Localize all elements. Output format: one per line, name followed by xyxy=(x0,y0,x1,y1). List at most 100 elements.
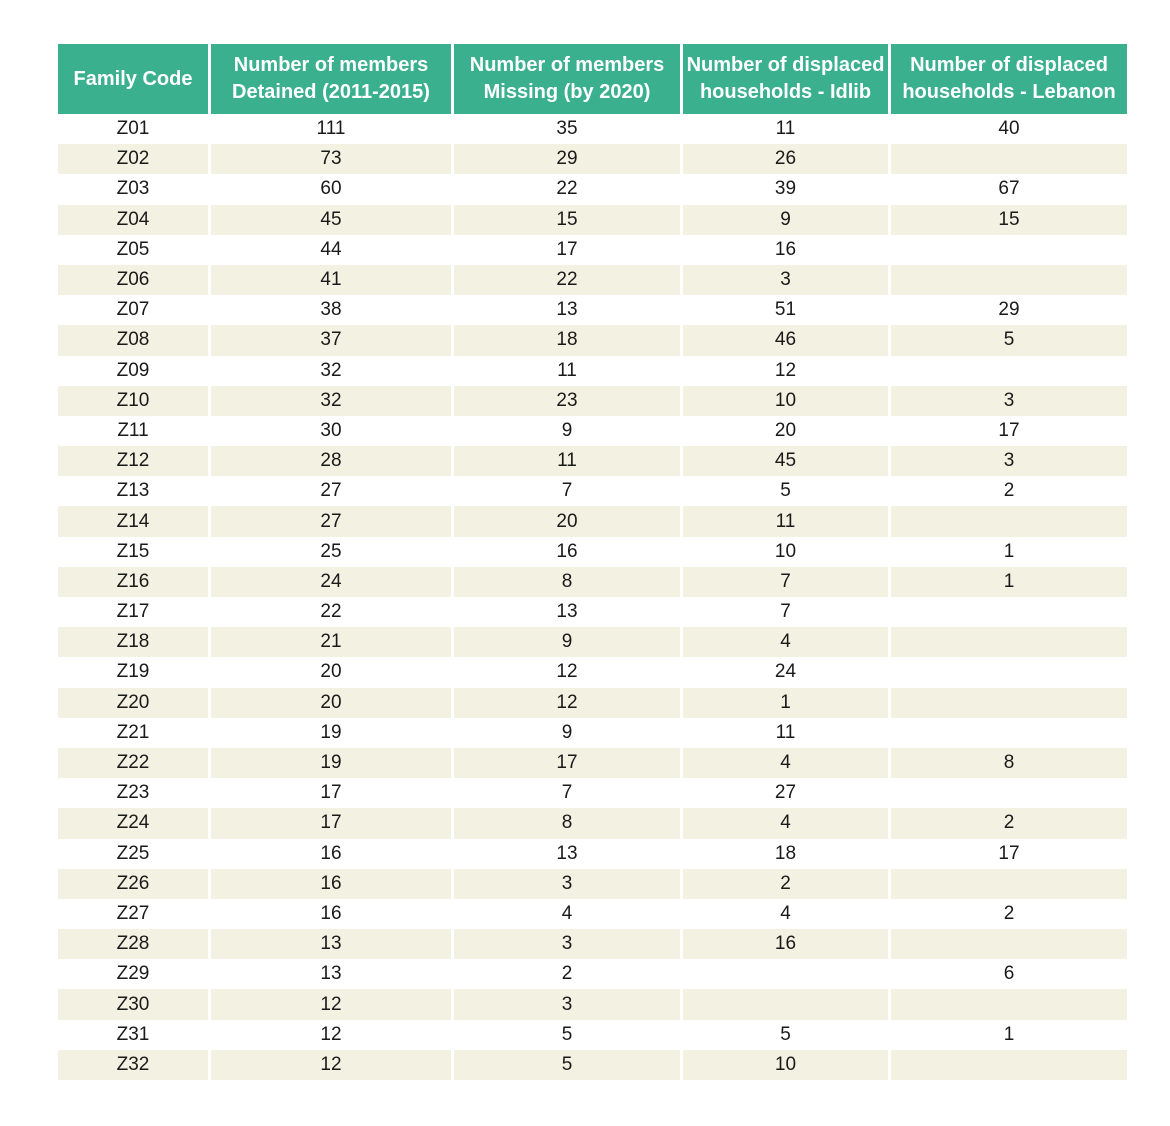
cell-family-code: Z14 xyxy=(58,506,211,537)
table-body: Z01 111 35 11 40 Z02 73 29 26 Z03 60 22 39 67 Z04 45 15 9… xyxy=(58,114,1127,1080)
cell-family-code: Z31 xyxy=(58,1019,211,1050)
cell-members-detained: 12 xyxy=(211,1049,454,1080)
cell-displaced-lebanon: 3 xyxy=(891,446,1127,477)
cell-family-code: Z16 xyxy=(58,566,211,597)
cell-members-missing: 17 xyxy=(454,234,683,265)
cell-family-code: Z28 xyxy=(58,929,211,960)
cell-displaced-lebanon xyxy=(891,264,1127,296)
table-row: Z11 30 9 20 17 xyxy=(58,415,1127,447)
cell-members-detained: 17 xyxy=(211,808,454,839)
cell-members-missing: 12 xyxy=(454,687,683,718)
cell-members-missing: 22 xyxy=(454,264,683,296)
cell-family-code: Z09 xyxy=(58,355,211,386)
cell-members-missing: 4 xyxy=(454,898,683,930)
cell-displaced-idlib: 24 xyxy=(683,657,891,688)
cell-displaced-idlib: 16 xyxy=(683,234,891,265)
table-row: Z26 16 3 2 xyxy=(58,868,1127,899)
table-row: Z19 20 12 24 xyxy=(58,657,1127,688)
cell-members-missing: 3 xyxy=(454,868,683,899)
cell-family-code: Z05 xyxy=(58,234,211,265)
table-row: Z29 13 2 6 xyxy=(58,959,1127,990)
cell-displaced-idlib: 45 xyxy=(683,446,891,477)
cell-displaced-idlib: 10 xyxy=(683,536,891,567)
cell-members-detained: 19 xyxy=(211,717,454,748)
cell-members-missing: 8 xyxy=(454,566,683,597)
cell-family-code: Z18 xyxy=(58,627,211,658)
cell-displaced-lebanon: 5 xyxy=(891,325,1127,356)
table-row: Z08 37 18 46 5 xyxy=(58,325,1127,356)
cell-members-missing: 7 xyxy=(454,778,683,809)
header-displaced-lebanon: Number of displaced households - Lebanon xyxy=(891,44,1127,114)
table-row: Z21 19 9 11 xyxy=(58,717,1127,748)
cell-displaced-idlib: 11 xyxy=(683,114,891,145)
cell-displaced-idlib: 4 xyxy=(683,808,891,839)
cell-family-code: Z02 xyxy=(58,144,211,175)
cell-displaced-lebanon: 6 xyxy=(891,959,1127,990)
cell-members-detained: 25 xyxy=(211,536,454,567)
table-row: Z27 16 4 4 2 xyxy=(58,898,1127,930)
cell-displaced-lebanon: 67 xyxy=(891,174,1127,205)
cell-members-missing: 8 xyxy=(454,808,683,839)
cell-displaced-lebanon: 40 xyxy=(891,114,1127,145)
cell-displaced-lebanon: 17 xyxy=(891,415,1127,447)
cell-family-code: Z25 xyxy=(58,838,211,869)
cell-family-code: Z32 xyxy=(58,1049,211,1080)
cell-family-code: Z21 xyxy=(58,717,211,748)
cell-members-detained: 20 xyxy=(211,657,454,688)
table-row: Z23 17 7 27 xyxy=(58,778,1127,809)
table-row: Z07 38 13 51 29 xyxy=(58,295,1127,326)
cell-members-detained: 28 xyxy=(211,446,454,477)
cell-family-code: Z29 xyxy=(58,959,211,990)
cell-members-missing: 35 xyxy=(454,114,683,145)
cell-members-missing: 9 xyxy=(454,627,683,658)
cell-members-missing: 7 xyxy=(454,476,683,507)
cell-displaced-lebanon xyxy=(891,989,1127,1020)
table-row: Z09 32 11 12 xyxy=(58,355,1127,386)
cell-displaced-lebanon xyxy=(891,506,1127,537)
cell-members-missing: 29 xyxy=(454,144,683,175)
cell-displaced-idlib: 5 xyxy=(683,1019,891,1050)
cell-family-code: Z22 xyxy=(58,747,211,779)
cell-members-detained: 60 xyxy=(211,174,454,205)
cell-family-code: Z23 xyxy=(58,778,211,809)
cell-members-detained: 13 xyxy=(211,929,454,960)
cell-members-detained: 111 xyxy=(211,114,454,145)
table-row: Z12 28 11 45 3 xyxy=(58,446,1127,477)
cell-displaced-lebanon: 15 xyxy=(891,204,1127,235)
cell-displaced-idlib: 46 xyxy=(683,325,891,356)
cell-displaced-lebanon xyxy=(891,657,1127,688)
cell-members-missing: 15 xyxy=(454,204,683,235)
cell-displaced-idlib: 9 xyxy=(683,204,891,235)
cell-members-detained: 30 xyxy=(211,415,454,447)
header-text-line: households - Lebanon xyxy=(902,81,1116,103)
cell-members-detained: 21 xyxy=(211,627,454,658)
cell-family-code: Z12 xyxy=(58,446,211,477)
cell-members-missing: 11 xyxy=(454,446,683,477)
cell-members-detained: 27 xyxy=(211,506,454,537)
cell-displaced-idlib: 3 xyxy=(683,264,891,296)
family-data-table-container: Family Code Number of members Detained (20… xyxy=(58,44,1127,1080)
cell-members-detained: 32 xyxy=(211,355,454,386)
cell-displaced-lebanon: 29 xyxy=(891,295,1127,326)
cell-members-detained: 16 xyxy=(211,898,454,930)
table-row: Z30 12 3 xyxy=(58,989,1127,1020)
cell-members-missing: 2 xyxy=(454,959,683,990)
table-row: Z06 41 22 3 xyxy=(58,264,1127,296)
cell-members-missing: 20 xyxy=(454,506,683,537)
cell-members-detained: 12 xyxy=(211,989,454,1020)
cell-family-code: Z15 xyxy=(58,536,211,567)
cell-family-code: Z03 xyxy=(58,174,211,205)
header-text-line: households - Idlib xyxy=(699,81,872,103)
cell-members-missing: 13 xyxy=(454,838,683,869)
cell-displaced-idlib: 12 xyxy=(683,355,891,386)
cell-members-detained: 20 xyxy=(211,687,454,718)
cell-displaced-idlib: 1 xyxy=(683,687,891,718)
cell-displaced-idlib: 39 xyxy=(683,174,891,205)
cell-displaced-lebanon xyxy=(891,234,1127,265)
cell-displaced-lebanon: 1 xyxy=(891,1019,1127,1050)
cell-family-code: Z26 xyxy=(58,868,211,899)
cell-displaced-idlib: 10 xyxy=(683,385,891,416)
cell-members-missing: 9 xyxy=(454,415,683,447)
cell-displaced-idlib: 11 xyxy=(683,717,891,748)
cell-displaced-idlib xyxy=(683,989,891,1020)
